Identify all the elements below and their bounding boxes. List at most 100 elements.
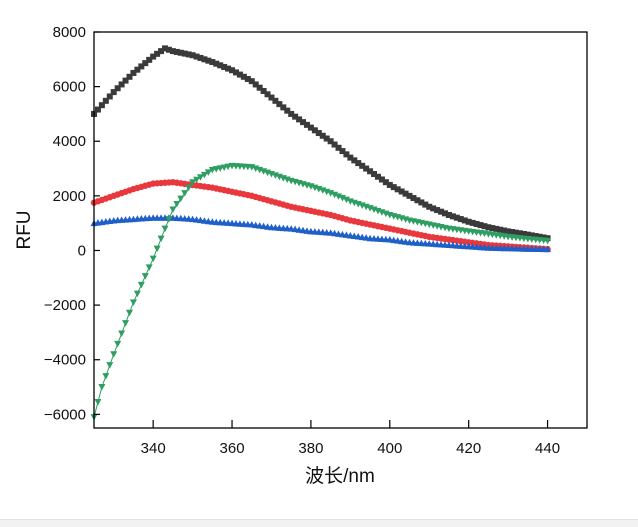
data-point xyxy=(141,273,149,280)
data-point xyxy=(158,48,165,55)
data-point xyxy=(221,63,228,70)
data-point xyxy=(469,219,476,226)
data-point xyxy=(497,226,504,233)
data-point xyxy=(193,53,200,60)
data-point xyxy=(150,53,157,60)
data-point xyxy=(196,174,204,181)
data-point xyxy=(394,186,401,193)
data-point xyxy=(307,124,314,131)
data-point xyxy=(303,121,310,128)
series-line-black xyxy=(93,47,548,239)
data-point xyxy=(189,52,196,59)
data-point xyxy=(154,50,161,57)
data-point xyxy=(513,229,520,236)
data-point xyxy=(118,330,126,338)
data-point xyxy=(264,91,271,98)
y-tick-label: −4000 xyxy=(44,352,86,369)
data-point xyxy=(410,195,417,202)
data-point xyxy=(133,290,141,298)
data-point xyxy=(142,60,149,67)
data-point xyxy=(94,399,102,406)
data-point xyxy=(134,66,141,73)
data-point xyxy=(248,78,255,85)
data-point xyxy=(493,225,500,232)
data-point xyxy=(130,69,137,76)
data-point xyxy=(402,190,409,197)
y-tick-label: 2000 xyxy=(53,188,86,205)
data-point xyxy=(256,84,263,91)
data-point xyxy=(540,234,547,241)
data-point xyxy=(371,171,378,178)
data-point xyxy=(200,171,208,179)
data-point xyxy=(114,340,122,348)
x-tick-label: 440 xyxy=(535,440,560,457)
data-point xyxy=(284,107,291,114)
data-point xyxy=(315,130,322,137)
y-tick-label: 0 xyxy=(78,242,86,259)
data-point xyxy=(205,57,212,64)
data-point xyxy=(382,179,389,186)
data-point xyxy=(445,211,452,218)
data-point xyxy=(367,168,374,175)
data-point xyxy=(106,362,114,369)
data-point xyxy=(276,101,283,108)
data-point xyxy=(520,230,527,237)
x-tick-label: 400 xyxy=(377,440,402,457)
data-point xyxy=(532,233,539,240)
data-point xyxy=(288,110,295,117)
data-point xyxy=(125,309,133,317)
data-point xyxy=(173,48,180,55)
data-point xyxy=(126,73,133,80)
data-point xyxy=(398,188,405,195)
data-point xyxy=(106,93,113,100)
x-tick-label: 340 xyxy=(141,440,166,457)
data-point xyxy=(536,233,543,240)
bottom-band xyxy=(0,519,638,527)
data-point xyxy=(272,97,279,104)
data-point xyxy=(169,206,177,214)
data-point xyxy=(98,102,105,109)
data-point xyxy=(453,214,460,221)
data-point xyxy=(343,151,350,158)
data-point xyxy=(268,94,275,101)
data-point xyxy=(374,173,381,180)
data-point xyxy=(335,144,342,151)
data-point xyxy=(489,225,496,232)
data-point xyxy=(229,67,236,74)
data-point xyxy=(173,201,181,208)
series-green xyxy=(90,162,552,421)
y-tick-label: 6000 xyxy=(53,79,86,96)
data-point xyxy=(347,154,354,161)
data-point xyxy=(335,193,343,200)
data-point xyxy=(505,228,512,235)
data-point xyxy=(165,216,173,223)
data-point xyxy=(252,81,259,88)
data-point xyxy=(319,132,326,139)
data-point xyxy=(509,229,516,236)
data-point xyxy=(457,216,464,223)
data-point xyxy=(189,179,197,186)
data-point xyxy=(145,264,153,271)
data-point xyxy=(217,62,224,69)
data-point xyxy=(327,190,335,197)
data-point xyxy=(355,160,362,167)
data-point xyxy=(224,163,232,171)
data-point xyxy=(280,104,287,111)
data-point xyxy=(406,192,413,199)
data-point xyxy=(204,169,212,176)
data-point xyxy=(185,51,192,58)
data-point xyxy=(528,232,535,239)
data-point xyxy=(378,176,385,183)
data-point xyxy=(118,81,125,88)
data-point xyxy=(157,235,165,243)
data-point xyxy=(129,299,137,306)
data-point xyxy=(153,245,161,253)
data-point xyxy=(311,127,318,134)
data-point xyxy=(110,351,118,358)
data-point xyxy=(244,75,251,82)
data-point xyxy=(137,281,145,289)
data-point xyxy=(185,184,193,192)
data-point xyxy=(212,166,220,173)
series-layer xyxy=(90,45,552,421)
data-point xyxy=(220,164,228,171)
